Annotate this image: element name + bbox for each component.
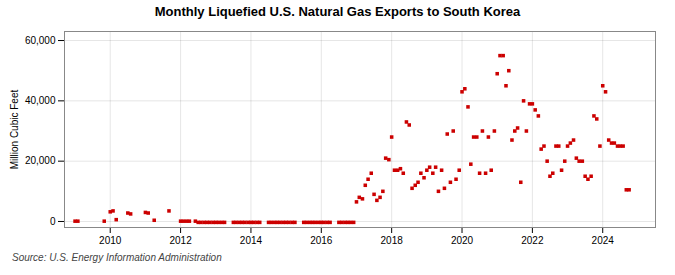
svg-text:2020: 2020 xyxy=(451,235,474,246)
svg-text:2012: 2012 xyxy=(169,235,192,246)
svg-text:40,000: 40,000 xyxy=(25,95,56,106)
svg-text:20,000: 20,000 xyxy=(25,155,56,166)
svg-text:2016: 2016 xyxy=(310,235,333,246)
svg-text:2024: 2024 xyxy=(592,235,615,246)
svg-text:60,000: 60,000 xyxy=(25,35,56,46)
svg-text:Million Cubic Feet: Million Cubic Feet xyxy=(9,90,20,170)
svg-text:0: 0 xyxy=(50,216,56,227)
html-text:Monthly Liquefied U.S. Natural: Monthly Liquefied U.S. Natural Gas Expor… xyxy=(154,4,521,19)
svg-text:2018: 2018 xyxy=(381,235,404,246)
svg-text:2022: 2022 xyxy=(521,235,544,246)
svg-text:2010: 2010 xyxy=(99,235,122,246)
html-text:Source: U.S. Energy Informatio: Source: U.S. Energy Information Administ… xyxy=(12,252,222,263)
svg-text:2014: 2014 xyxy=(240,235,263,246)
